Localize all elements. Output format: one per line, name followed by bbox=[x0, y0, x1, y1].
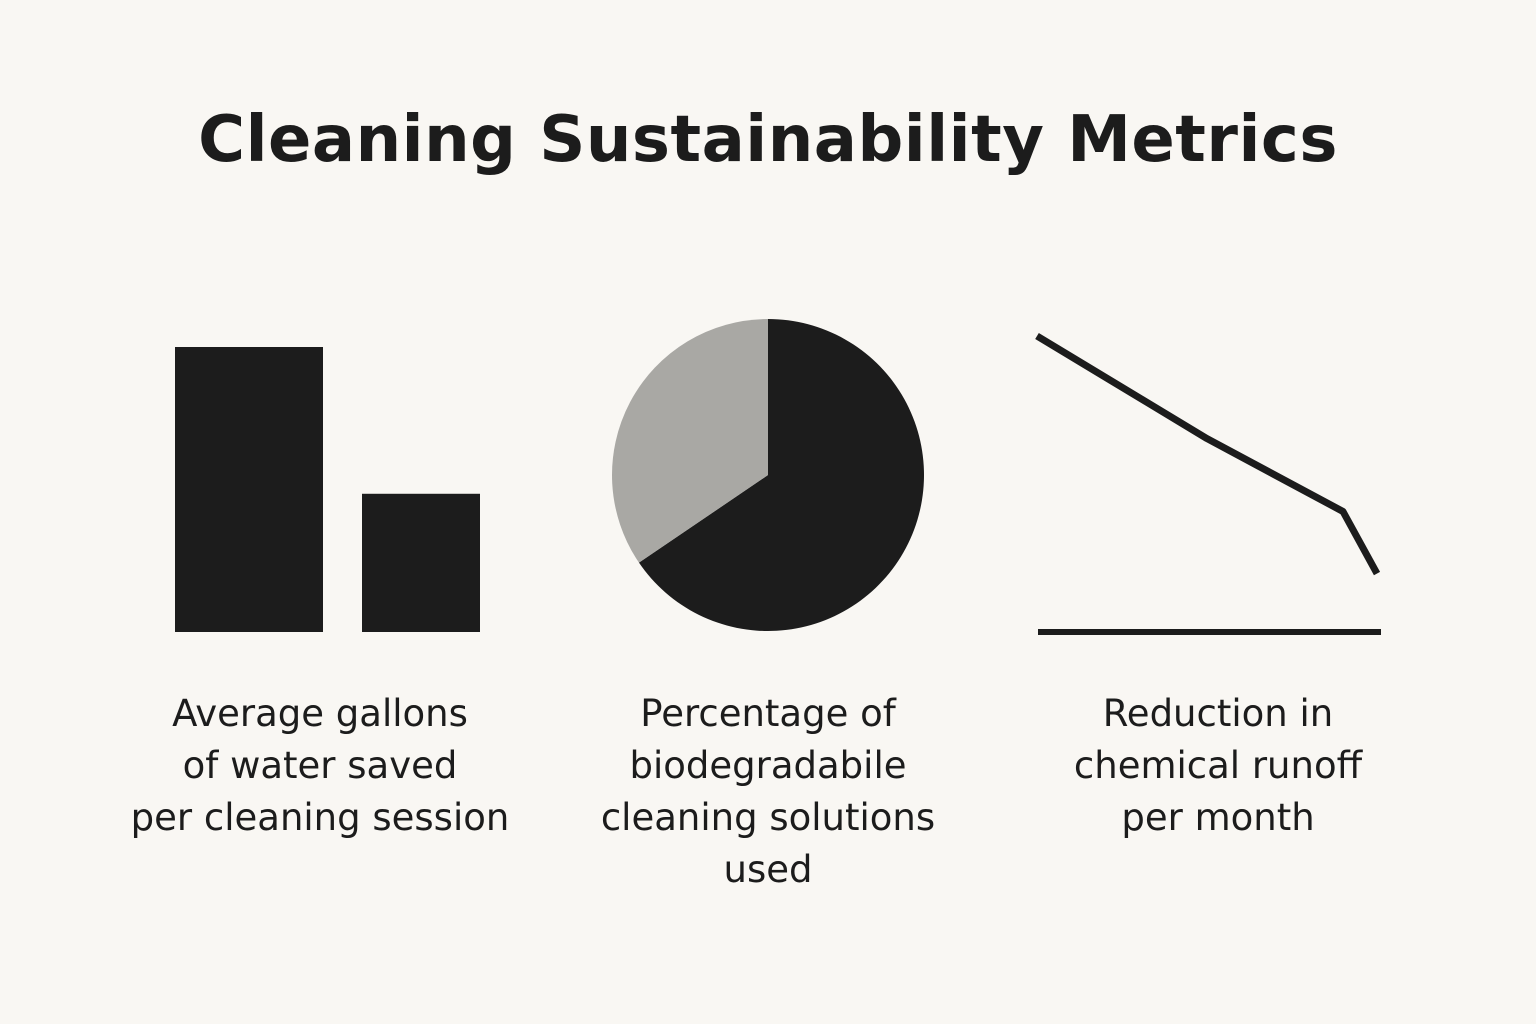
caption-line: used bbox=[723, 848, 813, 891]
caption-line: of water saved bbox=[182, 744, 458, 787]
biodegradable-pie-chart bbox=[612, 319, 924, 631]
bar-2 bbox=[362, 493, 480, 632]
runoff-line bbox=[1035, 333, 1381, 576]
caption-line: Average gallons bbox=[172, 692, 468, 735]
caption-line: chemical runoff bbox=[1073, 744, 1363, 787]
caption-line: Percentage of bbox=[640, 692, 896, 735]
pie-slice-2 bbox=[612, 319, 768, 563]
caption-line: per month bbox=[1121, 796, 1315, 839]
caption-line: per cleaning session bbox=[130, 796, 510, 839]
page-title: Cleaning Sustainability Metrics bbox=[198, 103, 1338, 177]
water-saved-caption: Average gallons of water saved per clean… bbox=[110, 688, 530, 844]
caption-line: cleaning solutions bbox=[600, 796, 936, 839]
caption-line: biodegradabile bbox=[629, 744, 907, 787]
water-saved-bar-chart bbox=[175, 347, 480, 632]
chemical-runoff-line-chart bbox=[1035, 333, 1381, 635]
bar-1 bbox=[175, 347, 323, 632]
chemical-runoff-caption: Reduction in chemical runoff per month bbox=[1008, 688, 1428, 844]
biodegradable-caption: Percentage of biodegradabile cleaning so… bbox=[558, 688, 978, 896]
caption-line: Reduction in bbox=[1102, 692, 1334, 735]
pie-slice-1 bbox=[638, 319, 924, 631]
